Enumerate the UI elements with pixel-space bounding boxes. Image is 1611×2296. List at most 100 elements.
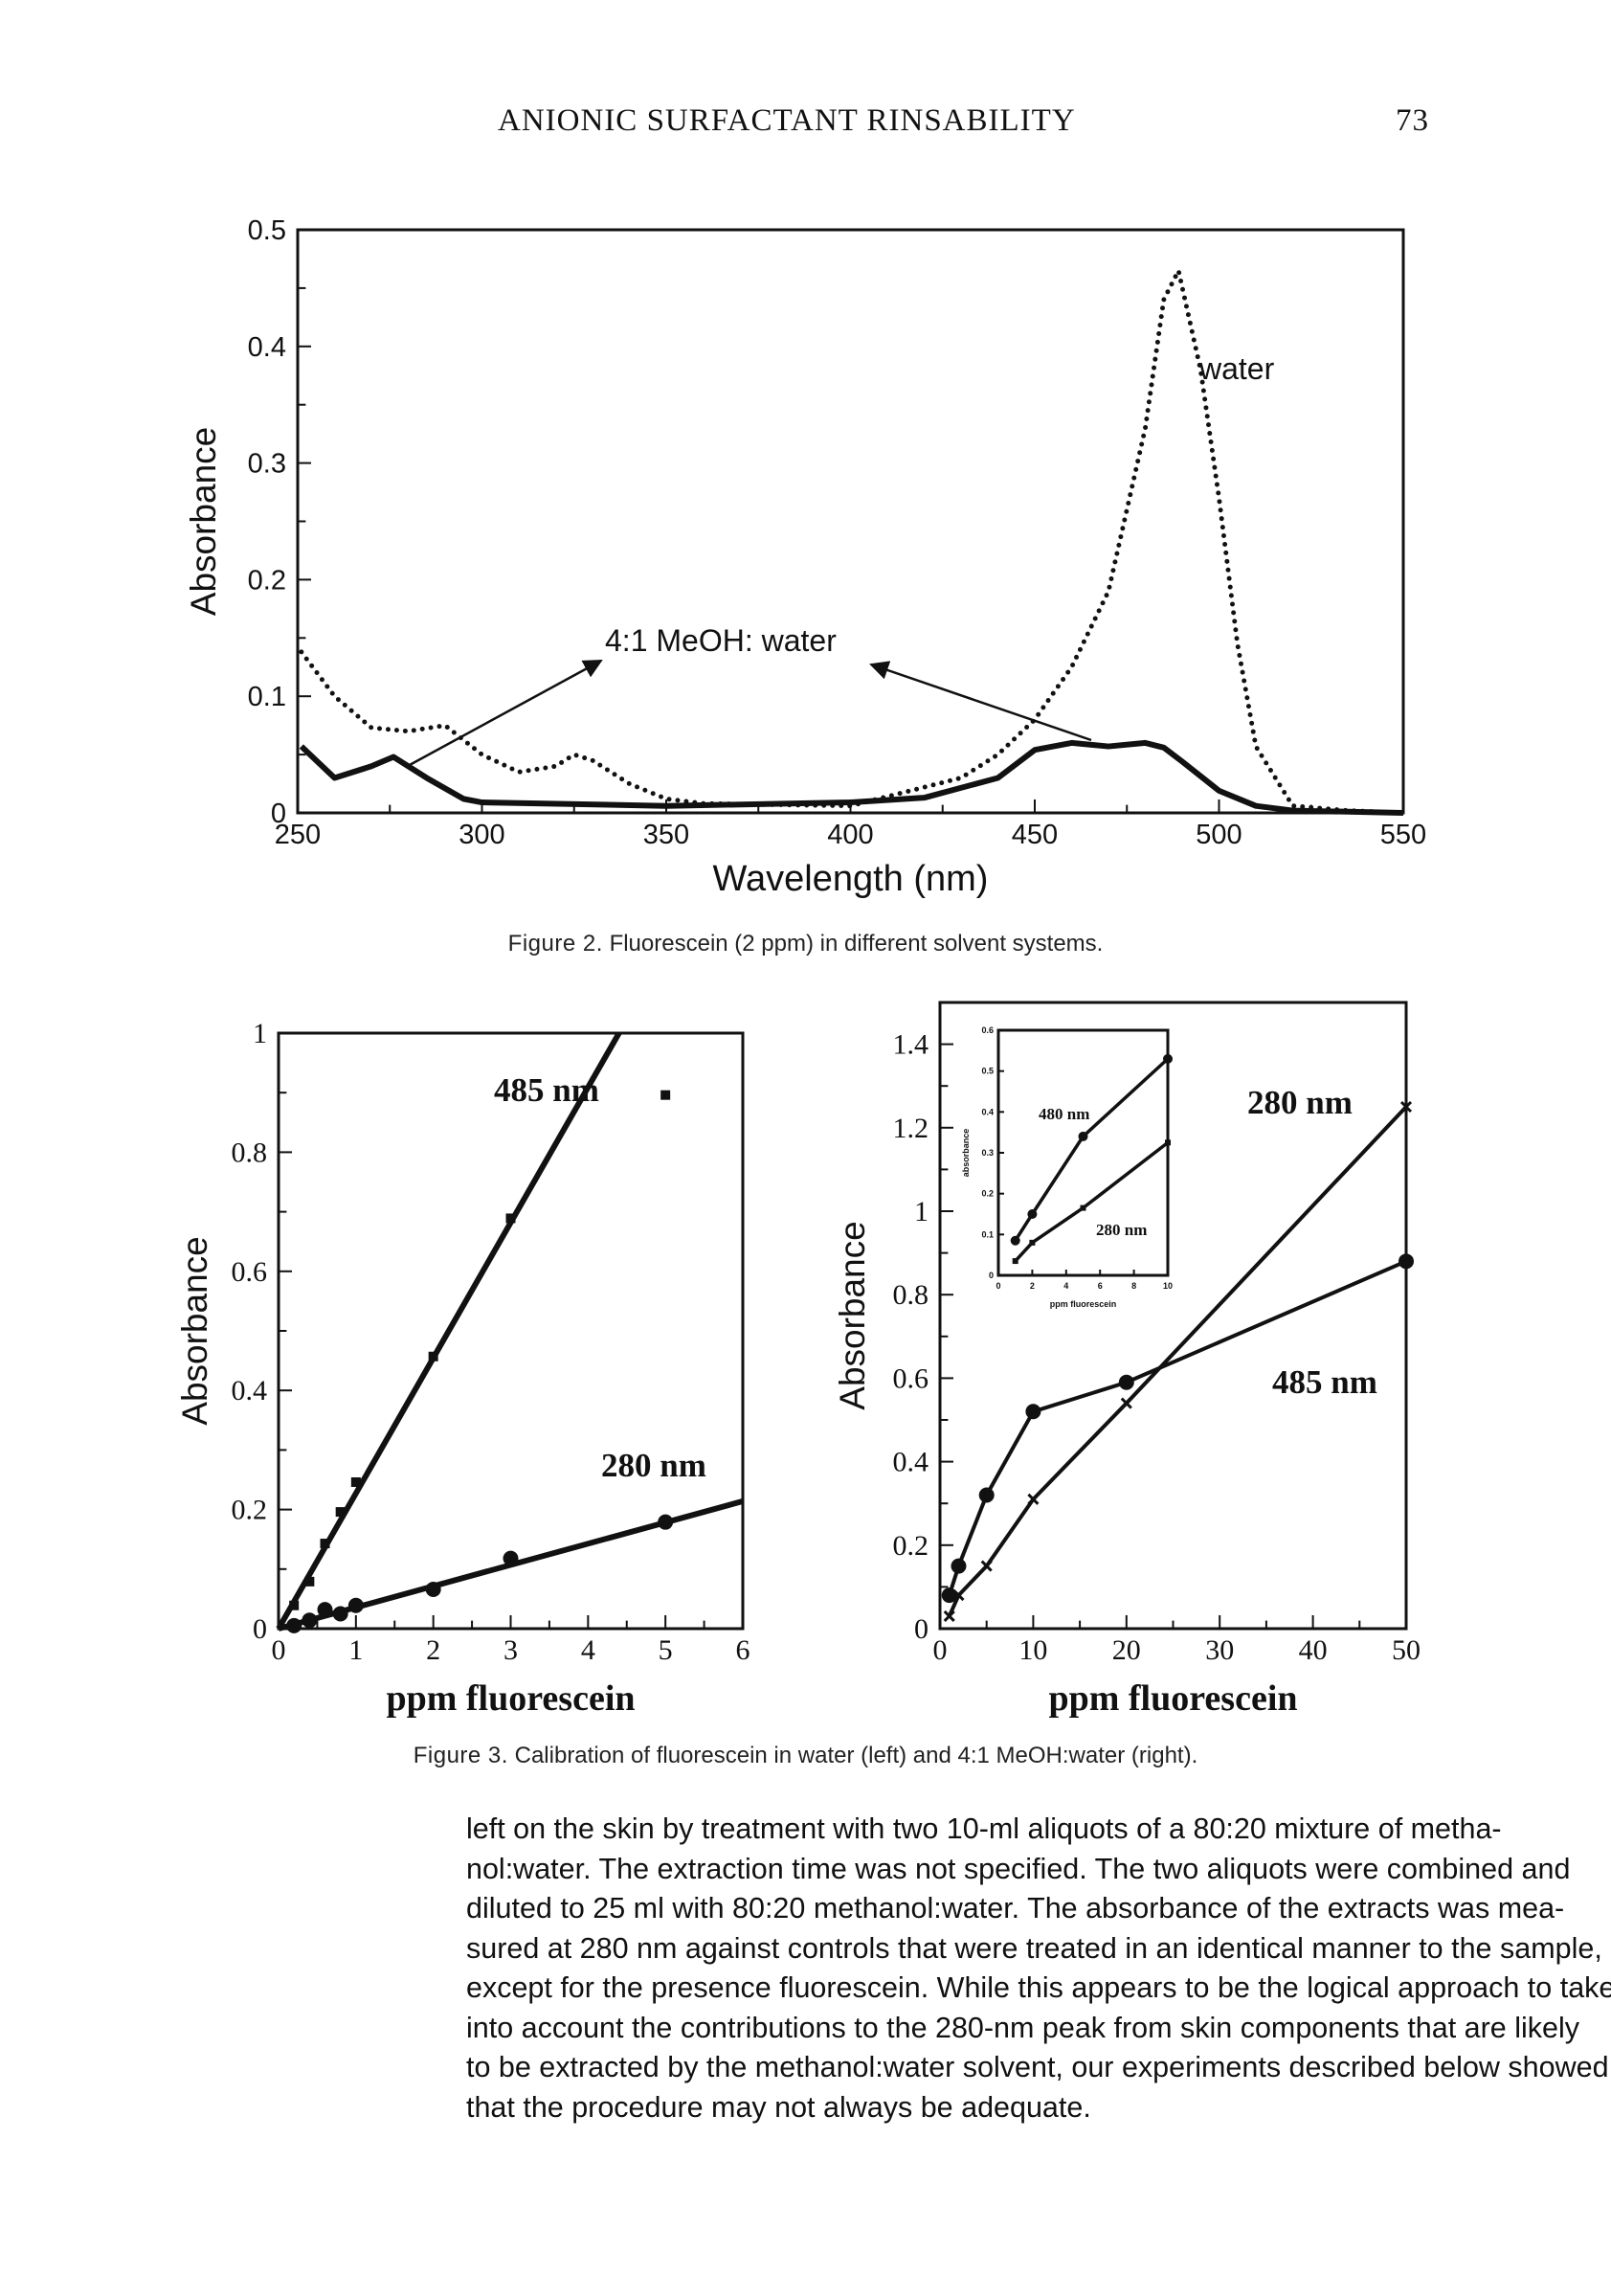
body-paragraph: left on the skin by treatment with two 1… <box>466 1810 1611 2127</box>
series-water <box>299 263 1406 816</box>
caption-text: Fluorescein (2 ppm) in different solvent… <box>609 931 1104 957</box>
caption-label: Figure 2. <box>507 931 603 957</box>
y-tick-label: 0 <box>253 1613 267 1645</box>
x-tick-label: 10 <box>1163 1281 1173 1291</box>
fig3-inset-chart: 0 2 4 6 8 10 0 0.1 0.2 0.3 0.4 0.5 0.6 ppm fluorescei… <box>955 1019 1182 1331</box>
body-line: except for the presence fluorescein. Whi… <box>466 1971 1611 2004</box>
figure-2-caption: Figure 2. Fluorescein (2 ppm) in differe… <box>0 931 1611 957</box>
data-point <box>1165 1139 1171 1146</box>
data-point <box>1027 1493 1040 1505</box>
y-tick-label: 0.2 <box>248 565 286 596</box>
series-label: 480 nm <box>1039 1105 1089 1123</box>
y-tick-label: 0.4 <box>232 1375 268 1407</box>
data-point <box>660 1090 671 1100</box>
fit-line <box>276 1031 622 1631</box>
water-label: water <box>1198 351 1275 386</box>
y-tick-label: 0.4 <box>248 332 286 363</box>
data-point <box>332 1606 348 1622</box>
fig2-chart: 250 300 350 400 450 500 550 0 0.1 0.2 0.3 0.4 0.5 Wav… <box>184 215 1426 899</box>
body-line: diluted to 25 ml with 80:20 methanol:wat… <box>466 1892 1565 1925</box>
series-label: 485 nm <box>494 1071 599 1109</box>
meoh-water-label: 4:1 MeOH: water <box>605 623 837 658</box>
data-point <box>428 1351 438 1362</box>
x-axis-title: Wavelength (nm) <box>713 859 989 899</box>
data-point <box>335 1507 346 1518</box>
data-point <box>1010 1235 1020 1246</box>
running-title: ANIONIC SURFACTANT RINSABILITY <box>498 103 1076 138</box>
series-label: 485 nm <box>1272 1363 1377 1401</box>
y-tick-label: 1 <box>914 1196 929 1227</box>
x-tick-label: 3 <box>503 1634 518 1666</box>
data-point <box>286 1617 302 1633</box>
y-tick-label: 0.2 <box>232 1495 268 1526</box>
body-line: left on the skin by treatment with two 1… <box>466 1812 1502 1845</box>
annotations: water 4:1 MeOH: water <box>407 351 1275 768</box>
series-label: 280 nm <box>601 1447 706 1484</box>
series-280-nm <box>943 1100 1413 1622</box>
data-point <box>941 1587 957 1604</box>
data-point <box>980 1560 993 1572</box>
y-tick-label: 0.3 <box>248 449 286 480</box>
x-tick-label: 4 <box>581 1634 595 1666</box>
arrow <box>869 661 1092 742</box>
inset-background <box>955 1019 1182 1331</box>
plot-frame <box>296 228 1405 815</box>
x-tick-label: 10 <box>1018 1634 1047 1666</box>
data-point <box>350 1476 361 1487</box>
data-point <box>302 1612 318 1629</box>
x-tick-label: 20 <box>1112 1634 1141 1666</box>
y-tick-label: 0.8 <box>893 1279 929 1311</box>
x-tick-label: 6 <box>1098 1281 1103 1291</box>
y-tick-label: 0.8 <box>232 1137 268 1168</box>
series-280-nm <box>1012 1139 1171 1265</box>
body-line: into account the contributions to the 28… <box>466 2011 1580 2044</box>
data-point <box>943 1609 955 1622</box>
data-point <box>320 1539 330 1549</box>
x-tick-label: 500 <box>1196 820 1242 850</box>
y-tick-label: 0.6 <box>981 1025 994 1035</box>
data-point <box>1080 1204 1086 1211</box>
y-tick-label: 0 <box>914 1613 929 1645</box>
data-point <box>425 1581 441 1597</box>
x-tick-label: 2 <box>1030 1281 1035 1291</box>
data-point <box>317 1602 333 1618</box>
data-point <box>978 1487 995 1503</box>
data-point <box>658 1514 674 1530</box>
series-485-nm <box>941 1253 1414 1604</box>
y-tick-label: 0.1 <box>248 682 286 712</box>
x-axis-title: ppm fluorescein <box>1050 1299 1117 1309</box>
y-axis-title: Absorbance <box>175 1236 214 1425</box>
x-tick-label: 450 <box>1012 820 1058 850</box>
data-point <box>1027 1209 1038 1219</box>
arrow <box>407 659 603 768</box>
x-tick-label: 0 <box>933 1634 948 1666</box>
data-point <box>304 1576 315 1587</box>
data-point <box>347 1597 364 1613</box>
x-tick-label: 6 <box>736 1634 750 1666</box>
y-tick-label: 0.2 <box>893 1530 929 1562</box>
x-tick-label: 550 <box>1380 820 1426 850</box>
x-tick-label: 300 <box>459 820 504 850</box>
page-number: 73 <box>1396 103 1429 138</box>
y-tick-label: 0.6 <box>893 1362 929 1394</box>
series-line <box>299 739 1404 816</box>
x-tick-label: 40 <box>1299 1634 1328 1666</box>
y-tick-label: 0.6 <box>232 1256 268 1288</box>
fig3-left-chart: 0 1 2 3 4 5 6 0 0.2 0.4 0.6 0.8 1 ppm fluorescein Abso… <box>175 1018 750 1719</box>
data-point <box>1120 1397 1132 1409</box>
plot-frame <box>277 1031 745 1631</box>
series-4-1-meoh-water <box>299 739 1404 816</box>
y-axis-title: Absorbance <box>833 1221 872 1409</box>
x-tick-label: 350 <box>643 820 689 850</box>
x-axis-title: ppm fluorescein <box>386 1678 635 1719</box>
y-axis-title: absorbance <box>961 1129 971 1178</box>
data-point <box>1029 1239 1036 1246</box>
y-tick-label: 0.5 <box>248 215 286 246</box>
data-point <box>1078 1131 1088 1141</box>
x-tick-label: 4 <box>1063 1281 1068 1291</box>
x-tick-label: 8 <box>1131 1281 1136 1291</box>
data-point <box>1163 1053 1173 1064</box>
data-point <box>1118 1374 1134 1390</box>
series-485-nm <box>276 1031 671 1631</box>
